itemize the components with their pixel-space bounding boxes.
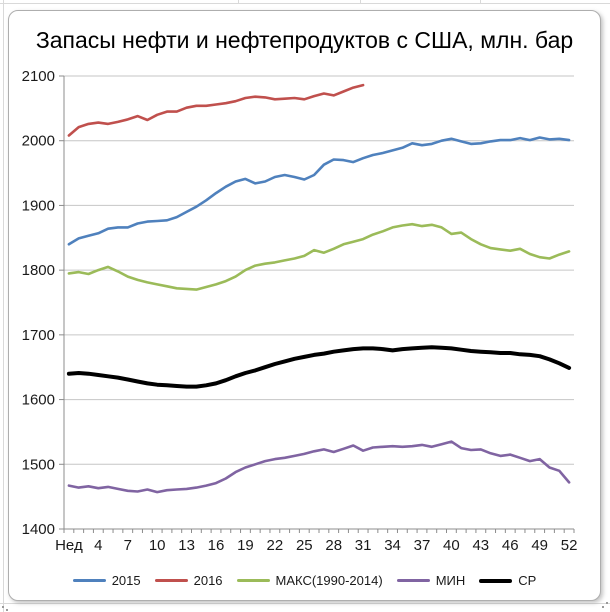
x-tick-label-4[interactable]: 4 [94, 537, 102, 554]
x-tick-label-46[interactable]: 46 [502, 537, 519, 554]
legend-item-МИН[interactable]: МИН [396, 573, 466, 588]
legend-label-СР: СР [518, 573, 537, 588]
series-line-МИН[interactable] [67, 440, 571, 494]
legend-label-2016: 2016 [193, 573, 223, 588]
x-tick-label-49[interactable]: 49 [531, 537, 548, 554]
legend-item-СР[interactable]: СР [479, 573, 536, 588]
sheet-corner-dot-3 [602, 606, 604, 608]
x-tick-label-40[interactable]: 40 [443, 537, 460, 554]
x-tick-label-43[interactable]: 43 [472, 537, 489, 554]
y-tick-label-1800[interactable]: 1800 [22, 262, 55, 279]
y-tick-label-2000[interactable]: 2000 [22, 133, 55, 150]
x-tick-label-37[interactable]: 37 [414, 537, 431, 554]
sheet-gridline-left [3, 0, 4, 612]
y-tick-label-1900[interactable]: 1900 [22, 197, 55, 214]
x-tick-label-Нед[interactable]: Нед [55, 537, 83, 554]
y-tick-label-1600[interactable]: 1600 [22, 392, 55, 409]
x-tick-label-16[interactable]: 16 [208, 537, 225, 554]
x-tick-label-13[interactable]: 13 [178, 537, 195, 554]
legend-marker-МАКС(1990-2014) [236, 579, 270, 582]
legend-item-МАКС(1990-2014)[interactable]: МАКС(1990-2014) [236, 573, 383, 588]
plot-area: 1400 1500 1600 1700 1800 1900 2000 2100 Нед 4 7 10 1… [22, 68, 578, 554]
legend-label-МАКС(1990-2014): МАКС(1990-2014) [275, 573, 383, 588]
sheet-column-divider-3 [480, 0, 481, 4]
sheet-column-divider-1 [238, 0, 239, 4]
chart-title: Запасы нефти и нефтепродуктов с США, млн… [35, 27, 574, 53]
series-line-2016[interactable] [67, 83, 365, 137]
legend[interactable]: 2015 2016 МАКС(1990-2014) МИН СР [9, 573, 600, 588]
x-tick-label-22[interactable]: 22 [267, 537, 284, 554]
legend-label-2015: 2015 [111, 573, 141, 588]
sheet-corner-dot-2 [6, 609, 8, 611]
chart-area[interactable]: Запасы нефти и нефтепродуктов с США, млн… [8, 10, 601, 601]
sheet-corner-dot-4 [606, 602, 608, 604]
legend-marker-2015 [72, 579, 106, 582]
x-tick-label-7[interactable]: 7 [124, 537, 132, 554]
series-line-2015[interactable] [67, 136, 571, 246]
x-tick-label-52[interactable]: 52 [561, 537, 578, 554]
legend-marker-СР [479, 578, 513, 583]
legend-marker-МИН [396, 579, 430, 582]
x-tick-label-31[interactable]: 31 [355, 537, 372, 554]
series-line-МАКС(1990-2014)[interactable] [67, 222, 571, 291]
x-tick-label-34[interactable]: 34 [384, 537, 401, 554]
legend-marker-2016 [154, 579, 188, 582]
x-tick-label-19[interactable]: 19 [237, 537, 254, 554]
sheet-gridline-top [0, 3, 610, 4]
y-tick-label-1500[interactable]: 1500 [22, 456, 55, 473]
legend-item-2015[interactable]: 2015 [72, 573, 141, 588]
sheet-gridline-bottom [0, 603, 610, 604]
y-tick-label-1700[interactable]: 1700 [22, 327, 55, 344]
y-tick-label-1400[interactable]: 1400 [22, 521, 55, 538]
x-tick-label-28[interactable]: 28 [325, 537, 342, 554]
series-line-СР[interactable] [66, 345, 572, 389]
y-tick-label-2100[interactable]: 2100 [22, 68, 55, 85]
legend-label-МИН: МИН [435, 573, 466, 588]
sheet-column-divider-2 [360, 0, 361, 4]
sheet-corner-dot-1 [2, 606, 4, 608]
x-tick-label-25[interactable]: 25 [296, 537, 313, 554]
legend-item-2016[interactable]: 2016 [154, 573, 223, 588]
x-tick-label-10[interactable]: 10 [149, 537, 166, 554]
